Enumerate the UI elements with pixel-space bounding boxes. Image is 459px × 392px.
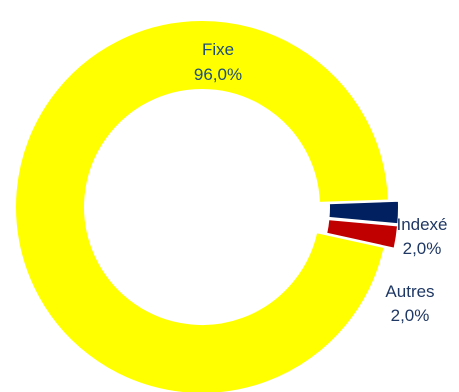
slice-value-indexe: 2,0% (403, 239, 442, 258)
donut-slice-indexe (327, 199, 400, 226)
slice-label-fixe: Fixe (202, 40, 234, 59)
donut-slices (14, 19, 400, 392)
donut-slice-fixe (14, 19, 390, 392)
slice-value-fixe: 96,0% (194, 65, 242, 84)
donut-slice-autres (324, 218, 400, 250)
slice-value-autres: 2,0% (391, 306, 430, 325)
slice-label-autres: Autres (385, 282, 434, 301)
slice-label-indexe: Indexé (396, 215, 447, 234)
